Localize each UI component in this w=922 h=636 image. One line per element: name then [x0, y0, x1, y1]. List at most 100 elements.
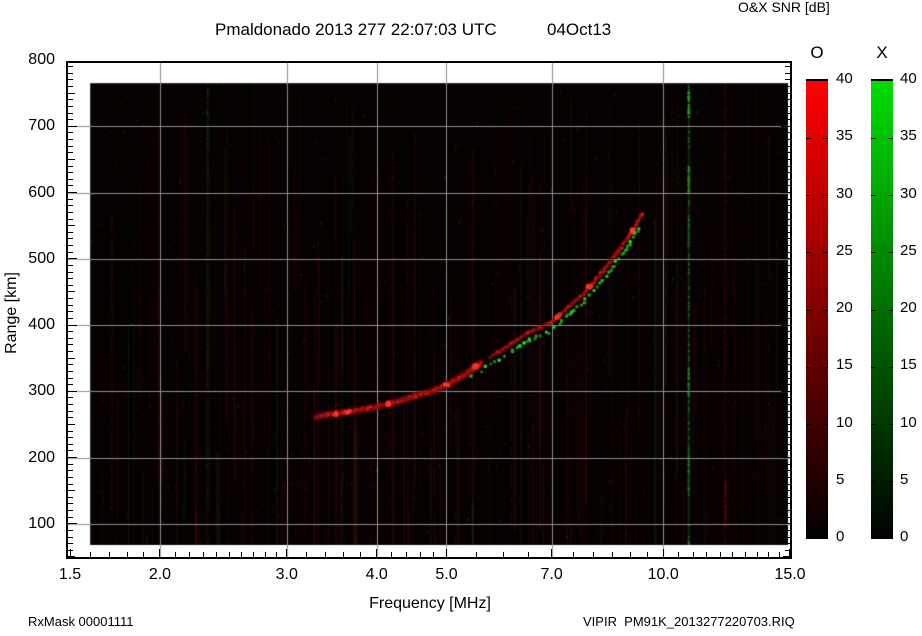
y-tick-label: 600 — [28, 183, 55, 201]
x-axis-tick — [306, 552, 308, 557]
x-axis-tick-major — [69, 549, 71, 557]
y-axis-tick — [68, 172, 73, 174]
x-axis-tick — [89, 552, 91, 557]
x-axis-tick-major — [445, 549, 447, 557]
y-axis-tick — [68, 470, 73, 472]
y-axis-tick-right — [785, 536, 790, 538]
y-axis-tick — [68, 178, 73, 180]
y-axis-tick-right — [785, 543, 790, 545]
y-axis-tick-right — [781, 457, 790, 458]
colorbar-tick-label: 40 — [836, 70, 853, 87]
x-axis-tick — [778, 552, 780, 557]
y-axis-tick — [68, 404, 73, 405]
colorbar-tick — [871, 137, 876, 139]
colorbar-tick — [823, 309, 828, 311]
y-axis-tick-right — [785, 66, 790, 68]
colorbar-tick — [823, 137, 828, 139]
x-axis-tick — [592, 552, 594, 557]
y-axis-tick-right — [785, 304, 790, 306]
y-axis-tick — [68, 490, 75, 492]
y-axis-tick — [68, 463, 73, 465]
y-axis-tick — [68, 370, 73, 372]
colorbar-tick-label: 5 — [900, 470, 909, 488]
y-axis-tick — [68, 384, 73, 386]
y-axis-tick-right — [785, 271, 790, 273]
y-axis-tick — [68, 377, 73, 379]
y-axis-tick — [68, 556, 75, 558]
y-axis-tick-right — [785, 331, 790, 333]
y-axis-tick — [68, 397, 73, 399]
y-axis-tick-right — [785, 397, 790, 399]
colorbar-tick-label: 10 — [836, 413, 853, 431]
x-axis-tick — [706, 552, 708, 557]
y-axis-tick-right — [785, 476, 790, 478]
x-axis-tick — [203, 552, 205, 557]
x-tick-label: 1.5 — [58, 566, 82, 583]
y-axis-tick — [68, 304, 73, 306]
y-axis-tick — [68, 211, 73, 213]
x-axis-tick — [732, 552, 734, 557]
page-title: Pmaldonado 2013 277 22:07:03 UTC — [215, 20, 497, 39]
colorbar-tick-label: 5 — [836, 470, 845, 488]
y-axis-tick — [68, 245, 73, 246]
y-axis-tick — [68, 291, 75, 293]
colorbar-tick — [871, 481, 876, 483]
colorbar-tick — [823, 366, 828, 368]
colorbar-tick — [888, 252, 893, 254]
y-axis-tick-right — [785, 516, 790, 518]
y-axis-tick — [68, 92, 75, 94]
colorbar-tick-label: 35 — [900, 127, 917, 145]
y-axis-tick-right — [781, 324, 790, 326]
colorbar-tick — [806, 252, 811, 254]
y-axis-tick — [68, 351, 73, 352]
y-axis-tick — [68, 443, 73, 445]
x-axis-tick-major — [551, 549, 553, 557]
x-axis-tick — [343, 552, 345, 557]
y-axis-tick — [68, 543, 73, 545]
y-axis-tick-right — [785, 483, 790, 485]
y-axis-tick — [68, 331, 73, 333]
x-axis-tick — [744, 552, 746, 557]
colorbar-tick — [823, 481, 828, 483]
colorbar-tick — [871, 366, 876, 368]
colorbar-tick-label: 25 — [836, 241, 853, 259]
colorbar-tick — [888, 366, 893, 368]
colorbar-tick-label: 0 — [836, 528, 845, 545]
y-axis-tick-right — [785, 503, 790, 505]
x-axis-tick-major — [788, 549, 790, 557]
colorbar-tick-label: 10 — [900, 413, 917, 431]
y-axis-tick-right — [783, 423, 790, 425]
y-tick-label: 100 — [28, 514, 55, 532]
y-axis-tick-right — [785, 178, 790, 180]
x-tick-label: 15.0 — [774, 566, 806, 583]
y-axis-tick — [68, 139, 73, 140]
colorbar-o — [806, 79, 828, 539]
x-axis-tick — [391, 552, 393, 557]
y-axis-tick — [68, 99, 73, 101]
y-axis-tick-right — [785, 377, 790, 379]
y-axis-tick — [68, 66, 73, 68]
y-axis-tick — [68, 549, 73, 551]
x-tick-label: 2.0 — [148, 566, 172, 583]
y-axis-tick-right — [783, 158, 790, 160]
x-axis-title: Frequency [MHz] — [369, 595, 491, 612]
y-axis-tick — [68, 258, 77, 260]
colorbar-tick — [806, 366, 811, 368]
y-axis-tick — [68, 205, 73, 207]
y-axis-tick-right — [785, 112, 790, 114]
y-axis-tick-right — [785, 430, 790, 432]
x-axis-tick — [419, 552, 421, 557]
y-axis-tick — [68, 298, 73, 299]
y-axis-tick-right — [785, 278, 790, 280]
y-axis-tick-right — [783, 490, 790, 492]
x-axis-tick — [502, 552, 504, 557]
x-axis-tick — [528, 552, 529, 557]
x-tick-label: 4.0 — [365, 566, 388, 583]
y-axis-tick — [68, 198, 73, 200]
y-axis-tick-right — [781, 523, 790, 525]
y-axis-tick-right — [785, 404, 790, 405]
y-axis-tick-right — [785, 119, 790, 121]
y-axis-tick-right — [785, 218, 790, 220]
y-axis-tick-right — [785, 417, 790, 419]
colorbar-tick-label: 40 — [900, 70, 917, 87]
